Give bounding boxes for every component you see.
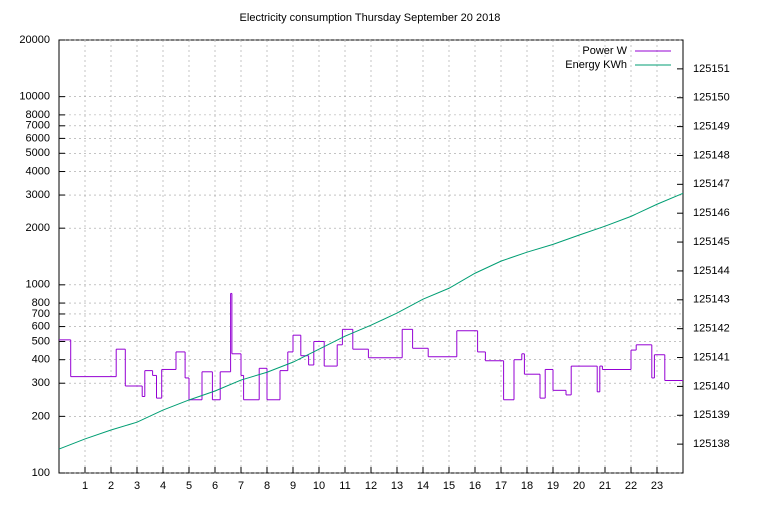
y-tick-label: 1000 [26,279,50,291]
y-tick-label: 100 [32,467,50,479]
y-tick-label: 7000 [26,120,50,132]
y-tick-label: 400 [32,354,50,366]
y2-tick-label: 125142 [693,323,730,335]
y-tick-label: 4000 [26,165,50,177]
y2-tick-label: 125145 [693,236,730,248]
y2-tick-label: 125150 [693,92,730,104]
y-tick-label: 5000 [26,147,50,159]
x-tick-label: 6 [212,480,218,492]
y-tick-label: 6000 [26,132,50,144]
y-tick-label: 600 [32,320,50,332]
y2-tick-label: 125144 [693,265,730,277]
y2-tick-label: 125151 [693,63,730,75]
y-tick-label: 8000 [26,109,50,121]
x-tick-label: 11 [339,480,350,492]
y-tick-label: 3000 [26,189,50,201]
y2-tick-label: 125141 [693,351,730,363]
x-tick-label: 20 [573,480,585,492]
x-tick-label: 16 [469,480,481,492]
energy-line [58,192,684,450]
x-tick-label: 18 [521,480,533,492]
x-tick-label: 12 [365,480,377,492]
x-tick-label: 15 [443,480,455,492]
x-tick-label: 3 [134,480,140,492]
y-tick-label: 20000 [19,34,50,46]
x-tick-label: 23 [651,480,663,492]
x-tick-label: 13 [391,480,403,492]
y2-tick-label: 125143 [693,294,730,306]
x-tick-label: 5 [186,480,192,492]
x-tick-label: 1 [82,480,88,492]
x-tick-label: 4 [160,480,166,492]
y-tick-label: 10000 [19,91,50,103]
x-tick-label: 17 [495,480,507,492]
x-tick-label: 21 [599,480,611,492]
legend-label: Energy KWh [565,59,627,71]
y-tick-label: 2000 [26,222,50,234]
legend-label: Power W [582,45,627,57]
x-tick-label: 2 [108,480,114,492]
y-tick-label: 300 [32,377,50,389]
y-tick-label: 500 [32,335,50,347]
x-tick-label: 7 [238,480,244,492]
y2-tick-label: 125146 [693,207,730,219]
y-tick-label: 800 [32,297,50,309]
y2-tick-label: 125147 [693,178,730,190]
x-tick-label: 9 [290,480,296,492]
y2-tick-label: 125138 [693,438,730,450]
x-tick-label: 10 [313,480,325,492]
y2-tick-label: 125140 [693,380,730,392]
x-tick-label: 14 [417,480,429,492]
y-tick-label: 700 [32,308,50,320]
y2-tick-label: 125149 [693,121,730,133]
y2-tick-label: 125148 [693,149,730,161]
x-tick-label: 22 [625,480,637,492]
y2-tick-label: 125139 [693,409,730,421]
x-tick-label: 19 [547,480,559,492]
y-tick-label: 200 [32,410,50,422]
x-tick-label: 8 [264,480,270,492]
chart-title: Electricity consumption Thursday Septemb… [240,12,501,24]
